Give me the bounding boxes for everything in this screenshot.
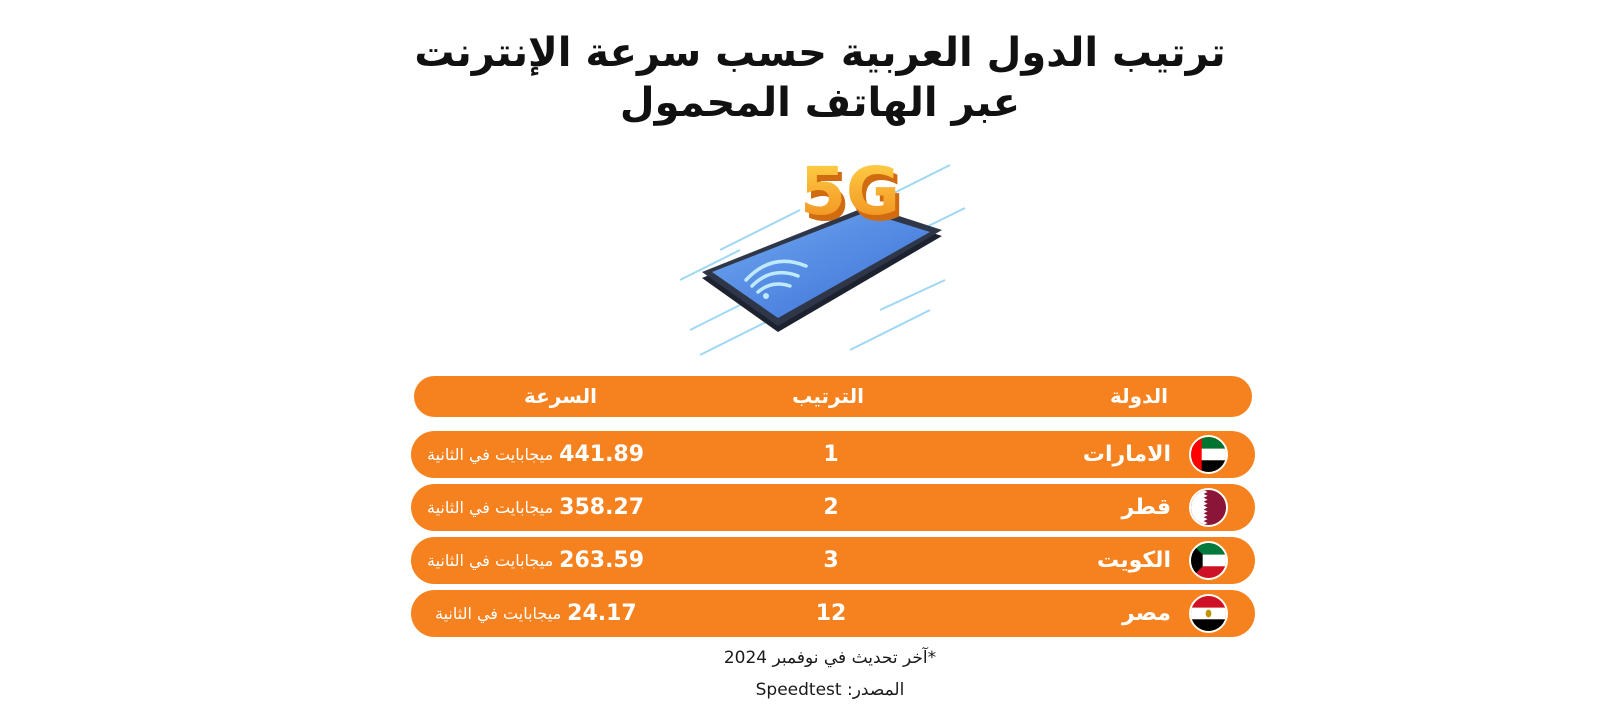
rank-value: 3 [823,548,839,573]
country-name: قطر [1121,495,1171,520]
speed-unit: ميجابايت في الثانية [427,498,554,517]
country-name: الامارات [1082,442,1171,467]
egypt-flag-icon [1189,594,1228,633]
title-line-1: ترتيب الدول العربية حسب سرعة الإنترنت [414,30,1226,76]
phone-5g-illustration: 5G 5G [680,153,966,356]
header-rank: الترتيب [792,384,864,408]
table-row: الامارات 1 ميجابايت في الثانية 441.89 [411,431,1255,478]
table-row: مصر 12 ميجابايت في الثانية 24.17 [411,590,1255,637]
speed-number: 441.89 [559,442,645,467]
speed-unit: ميجابايت في الثانية [435,604,562,623]
speed-value: ميجابايت في الثانية 441.89 [427,431,644,478]
qatar-flag-icon [1189,488,1228,527]
svg-text:5G: 5G [800,153,900,230]
table-row: الكويت 3 ميجابايت في الثانية 263.59 [411,537,1255,584]
header-country: الدولة [1110,384,1168,408]
table-header: الدولة الترتيب السرعة [414,376,1252,417]
country-name: مصر [1122,601,1171,626]
5g-badge: 5G 5G [800,153,904,236]
table-row: قطر 2 ميجابايت في الثانية 358.27 [411,484,1255,531]
last-updated-note: *آخر تحديث في نوفمبر 2024 [723,648,937,668]
svg-text:5G: 5G [804,159,904,236]
speed-unit: ميجابايت في الثانية [427,551,554,570]
wifi-icon [744,259,808,299]
speed-number: 24.17 [567,601,637,626]
source-note: المصدر: Speedtest [755,680,905,700]
uae-flag-icon [1189,435,1228,474]
rank-value: 12 [815,601,847,626]
kuwait-flag-icon [1189,541,1228,580]
header-speed: السرعة [524,384,597,408]
rank-value: 2 [823,495,839,520]
speed-value: ميجابايت في الثانية 24.17 [435,590,637,637]
speed-unit: ميجابايت في الثانية [427,445,554,464]
rank-value: 1 [823,442,839,467]
phone-icon [702,206,942,332]
country-name: الكويت [1097,548,1171,573]
speed-number: 358.27 [559,495,645,520]
speed-value: ميجابايت في الثانية 358.27 [427,484,644,531]
title-line-2: عبر الهاتف المحمول [619,80,1021,126]
speed-value: ميجابايت في الثانية 263.59 [427,537,644,584]
page-title: ترتيب الدول العربية حسب سرعة الإنترنت عب… [400,28,1240,128]
speed-number: 263.59 [559,548,645,573]
